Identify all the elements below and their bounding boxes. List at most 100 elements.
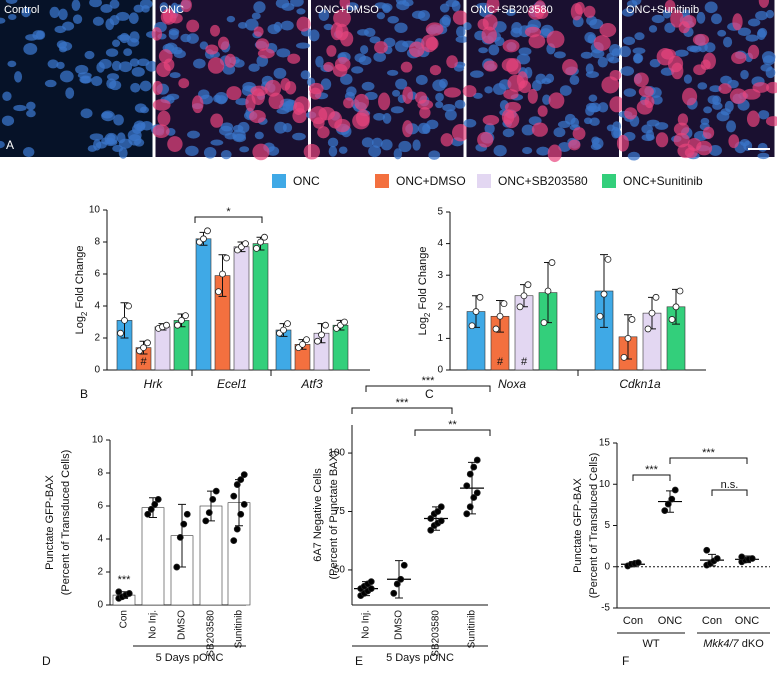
legend-swatch [602,174,616,188]
data-point [620,353,628,361]
data-point [115,588,123,596]
data-point [466,503,474,511]
data-point [427,526,435,534]
cell-body [481,26,497,44]
cell-body [152,80,163,95]
data-point [125,302,132,310]
cell-body [462,85,477,98]
nucleus [21,7,31,18]
nucleus [553,51,566,59]
data-point [390,589,398,597]
nucleus [765,9,775,19]
bar-mark: # [140,356,147,368]
nucleus [193,58,206,69]
nucleus [674,49,689,57]
nucleus [683,74,692,84]
group-label: 5 Days pONC [386,652,454,664]
nucleus [758,110,770,120]
nucleus [267,24,281,35]
y-tick-label: 10 [92,435,104,446]
nucleus [115,11,130,21]
nucleus [686,45,699,52]
nucleus [455,35,469,43]
image-label: ONC+Sunitinib [626,4,699,16]
data-point [516,303,524,311]
bar [141,507,165,606]
cell-body [518,80,532,94]
cell-body [378,92,391,111]
nucleus [168,29,179,40]
nucleus [531,79,542,92]
nucleus [411,10,426,20]
y-tick-label: 6 [97,501,103,512]
nucleus [251,12,261,20]
nucleus [26,101,36,111]
cell-body [486,0,500,14]
nucleus [13,104,27,112]
data-point [634,559,642,567]
nucleus [569,75,580,86]
y-axis-label: (Percent of Transduced Cells) [60,450,72,596]
nucleus [737,27,752,36]
nucleus [210,139,224,146]
nucleus [354,53,366,63]
cell-body [151,27,163,41]
nucleus [488,44,500,56]
data-point [204,227,211,235]
data-point [676,287,684,295]
cell-body [682,87,698,106]
sig-label: ** [448,419,457,431]
nucleus [131,66,145,77]
data-point [163,321,170,329]
data-point [174,321,181,329]
nucleus [323,23,334,31]
nucleus [376,12,386,20]
bar [332,324,349,371]
cell-body [703,52,716,70]
data-point [463,510,471,518]
y-axis-label: Punctate GFP-BAX [572,477,584,572]
nucleus [173,49,186,59]
nucleus [7,13,17,21]
data-point [261,233,268,241]
data-point [230,492,238,500]
y-tick-label: 0 [94,365,100,376]
y-tick-label: 2 [437,301,443,312]
nucleus [463,118,477,128]
data-point [703,546,711,554]
sig-bracket [632,474,671,481]
nucleus [318,9,330,21]
cell-body [702,126,715,139]
data-point [713,555,721,562]
cell-body [374,41,388,54]
cell-body [528,34,546,49]
data-point [215,288,222,296]
nucleus [632,47,646,55]
data-point [117,329,124,337]
data-point [233,481,241,488]
data-point [524,281,532,289]
data-point [318,331,325,339]
cell-body [343,97,354,109]
group-label: WT [642,638,659,650]
cell-body [673,132,690,148]
nucleus [394,22,408,33]
y-tick-label: 0 [97,600,103,611]
cell-body [327,111,343,129]
image-label: ONC [160,4,185,16]
cell-body [572,127,586,141]
y-tick-label: 15 [599,438,611,449]
nucleus [101,111,113,119]
data-point [496,312,504,320]
data-point [233,525,241,533]
nucleus [111,60,122,72]
y-axis-label-part: Log [74,316,86,334]
nucleus [253,1,266,14]
nucleus [91,75,103,87]
nucleus [7,60,17,68]
x-tick-label: Hrk [144,377,164,391]
nucleus [275,0,290,9]
data-point [240,500,248,508]
cell-body [758,0,770,8]
